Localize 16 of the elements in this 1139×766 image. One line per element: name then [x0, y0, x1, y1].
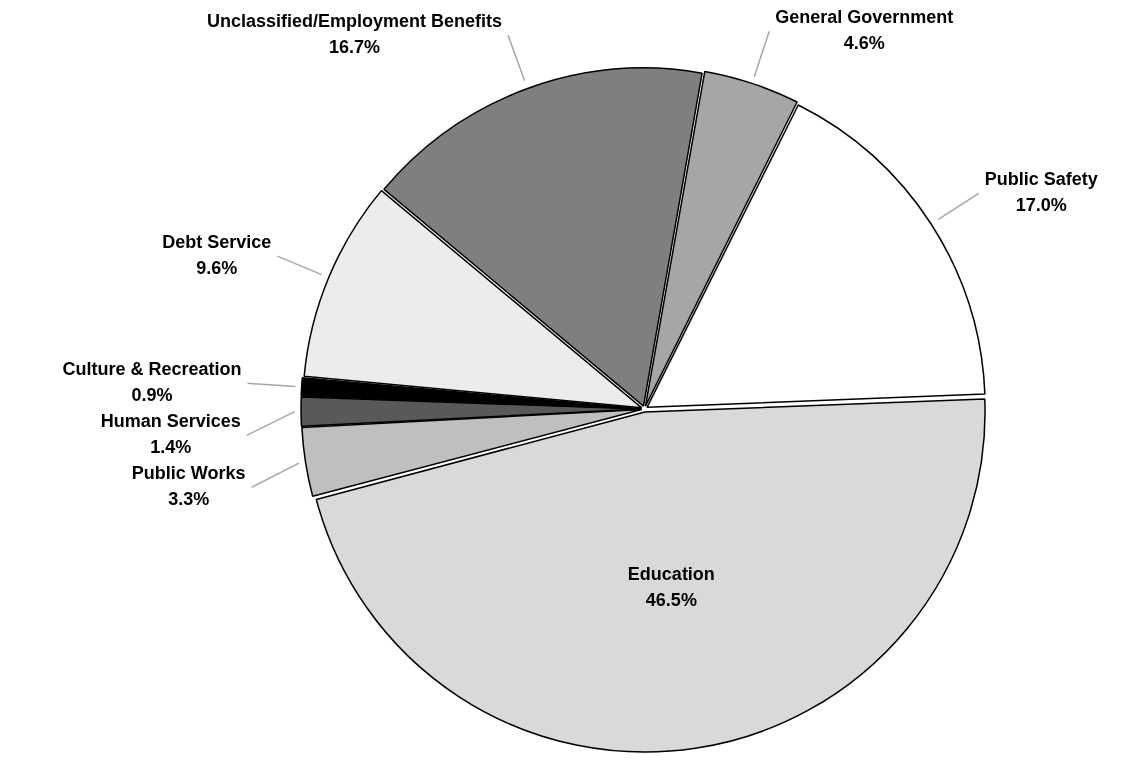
slice-label: Human Services [100, 411, 241, 432]
slice-label: Public Safety [984, 169, 1098, 190]
slice-label: Unclassified/Employment Benefits [206, 11, 503, 32]
data-label: 16.7% [329, 37, 381, 58]
data-label: 3.3% [168, 489, 210, 510]
data-label: 4.6% [843, 33, 885, 54]
data-label: 9.6% [196, 258, 238, 279]
slice-label: Public Works [131, 463, 246, 484]
slice-label: Culture & Recreation [62, 359, 242, 380]
data-label: 1.4% [150, 437, 192, 458]
slice-label: General Government [775, 7, 954, 28]
data-label: 46.5% [645, 589, 697, 610]
data-label: 0.9% [131, 385, 173, 406]
slice-label: Debt Service [162, 232, 272, 253]
data-label: 17.0% [1015, 195, 1067, 216]
slice-label: Education [627, 563, 715, 584]
